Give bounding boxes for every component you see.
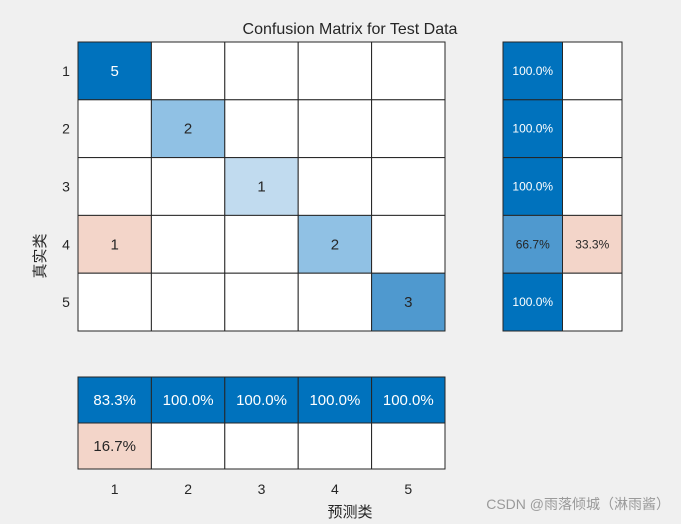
y-tick-label: 4 (62, 236, 70, 252)
column-summary-value: 16.7% (93, 438, 136, 455)
y-tick-label: 3 (62, 179, 70, 195)
matrix-cell (224, 99, 299, 159)
chart-title: Confusion Matrix for Test Data (243, 21, 458, 38)
row-summary-cell (502, 99, 563, 159)
matrix-cell (150, 157, 226, 216)
column-summary-value: 83.3% (93, 392, 136, 409)
matrix-cell-value: 5 (111, 63, 119, 80)
column-summary-cell (297, 376, 373, 424)
matrix-cell (77, 272, 152, 332)
matrix-cell (150, 214, 226, 274)
column-summary-cell (224, 422, 299, 470)
matrix-cell-value: 1 (111, 236, 119, 253)
row-summary-cell (562, 157, 623, 216)
matrix-cell-value: 1 (257, 179, 265, 196)
column-summary-cell (150, 376, 226, 424)
matrix-cell (224, 41, 299, 101)
matrix-cell (297, 41, 373, 101)
matrix-cell (371, 157, 446, 216)
y-tick-labels: 1 2 3 4 5 (62, 63, 70, 310)
row-summary-value: 100.0% (512, 122, 553, 136)
x-tick-label: 2 (184, 481, 192, 497)
matrix-cell-value: 2 (184, 121, 192, 138)
column-summary-value: 100.0% (236, 392, 287, 409)
matrix-cell (77, 41, 152, 101)
main-matrix: 5 2 1 1 2 3 (77, 41, 446, 332)
y-axis-label: 真实类 (31, 233, 49, 278)
matrix-cell (150, 99, 226, 159)
column-summary-cell (371, 376, 446, 424)
matrix-cell (371, 272, 446, 332)
row-summary-value: 100.0% (512, 64, 553, 78)
matrix-cell (77, 157, 152, 216)
x-tick-label: 1 (111, 481, 119, 497)
x-axis-label: 预测类 (327, 503, 372, 521)
y-tick-label: 5 (62, 294, 70, 310)
matrix-cell-value: 3 (404, 294, 412, 311)
x-tick-label: 4 (331, 481, 339, 497)
matrix-cell (371, 214, 446, 274)
matrix-cell (150, 41, 226, 101)
row-summary-cell (502, 214, 563, 274)
column-summary-cell (371, 422, 446, 470)
matrix-cell (371, 41, 446, 101)
column-summary-value: 100.0% (383, 392, 434, 409)
matrix-cell (224, 157, 299, 216)
row-summary-value: 100.0% (512, 295, 553, 309)
matrix-cell (77, 99, 152, 159)
column-summary-cell (150, 422, 226, 470)
x-tick-labels: 1 2 3 4 5 (111, 481, 413, 497)
watermark-text: CSDN @雨落倾城（淋雨酱） (486, 496, 670, 512)
matrix-cell (224, 214, 299, 274)
row-summary-cell (562, 272, 623, 332)
matrix-cell (297, 99, 373, 159)
row-summary-cell (562, 41, 623, 101)
column-summary-cell (77, 422, 152, 470)
matrix-cell (297, 272, 373, 332)
row-summary-value: 100.0% (512, 180, 553, 194)
matrix-cell (150, 272, 226, 332)
x-tick-label: 3 (258, 481, 266, 497)
row-summary-matrix: 100.0% 100.0% 100.0% 66.7% 33.3% 100.0% (502, 41, 623, 332)
y-tick-label: 2 (62, 121, 70, 137)
row-summary-cell (562, 99, 623, 159)
row-summary-value: 33.3% (575, 237, 609, 251)
row-summary-cell (562, 214, 623, 274)
matrix-cell (224, 272, 299, 332)
column-summary-value: 100.0% (309, 392, 360, 409)
column-summary-cell (297, 422, 373, 470)
y-tick-label: 1 (62, 63, 70, 79)
row-summary-cell (502, 272, 563, 332)
matrix-cell (371, 99, 446, 159)
column-summary-matrix: 83.3% 100.0% 100.0% 100.0% 100.0% 16.7% (77, 376, 446, 470)
matrix-cell (77, 214, 152, 274)
row-summary-value: 66.7% (516, 237, 550, 251)
matrix-cell (297, 157, 373, 216)
matrix-cell-value: 2 (331, 236, 339, 253)
column-summary-value: 100.0% (163, 392, 214, 409)
x-tick-label: 5 (404, 481, 412, 497)
